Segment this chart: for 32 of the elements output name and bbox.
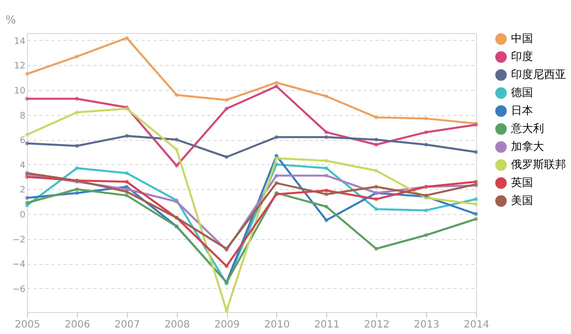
y-tick-label: 0 [20, 210, 26, 221]
x-tick-label: 2011 [314, 320, 340, 330]
legend-label: 加拿大 [511, 140, 544, 153]
y-tick-label: 12 [14, 62, 26, 72]
legend-label: 中国 [511, 32, 533, 45]
legend-label: 印度 [511, 50, 533, 63]
x-tick-label: 2012 [364, 320, 390, 330]
legend-label: 俄罗斯联邦 [511, 158, 566, 171]
y-tick-label: 14 [14, 36, 26, 47]
y-tick-label: 6 [20, 136, 26, 146]
legend-label: 德国 [511, 86, 533, 99]
y-tick-label: −4 [12, 260, 26, 270]
y-tick-label: 8 [20, 111, 26, 122]
legend-label: 印度尼西亚 [511, 68, 566, 81]
legend-label: 日本 [511, 104, 533, 117]
y-tick-label: −2 [12, 235, 26, 246]
legend-label: 意大利 [510, 122, 544, 135]
x-tick-label: 2007 [114, 320, 140, 330]
legend-label: 英国 [511, 176, 533, 189]
legend-label: 美国 [511, 194, 533, 207]
y-axis-title: % [6, 14, 16, 26]
y-tick-label: 10 [14, 86, 26, 97]
x-tick-label: 2010 [264, 320, 290, 330]
y-tick-label: −6 [12, 284, 26, 295]
x-tick-label: 2006 [64, 320, 90, 330]
x-tick-label: 2008 [164, 320, 190, 330]
x-tick-label: 2005 [14, 320, 40, 330]
x-tick-label: 2013 [414, 320, 440, 330]
y-tick-label: 2 [20, 186, 26, 196]
x-tick-label: 2009 [214, 320, 240, 330]
y-tick-label: 4 [20, 160, 26, 171]
x-tick-label: 2014 [464, 320, 490, 330]
